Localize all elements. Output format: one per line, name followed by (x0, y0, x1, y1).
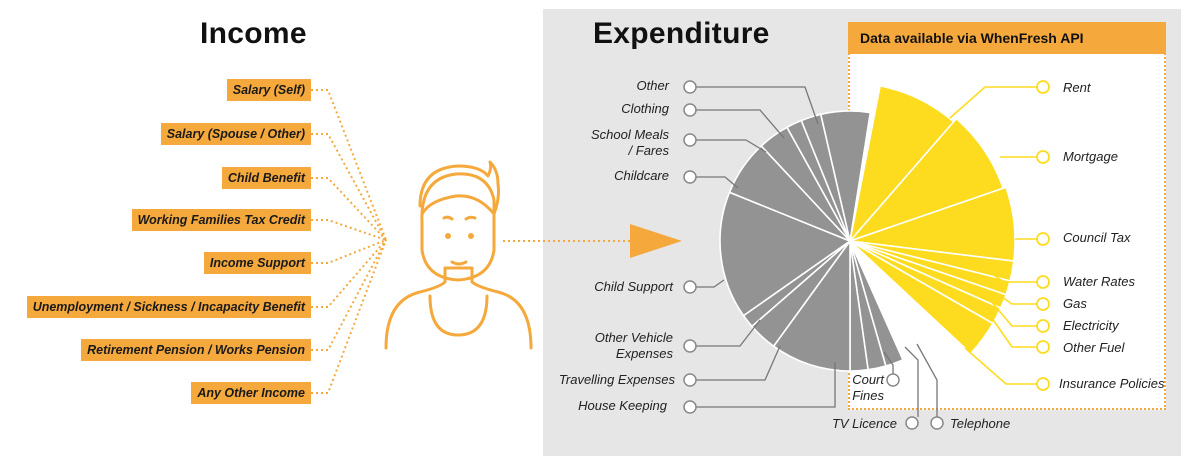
left-leader-lines (696, 86, 836, 408)
api-label-other-fuel: Other Fuel (1063, 340, 1125, 355)
income-item-other-income: Any Other Income (191, 382, 311, 404)
expense-label-travelling: Travelling Expenses (558, 372, 675, 387)
expenditure-title: Expenditure (593, 17, 770, 50)
pie-slice-house-keeping (772, 238, 851, 372)
expense-label-tv-licence: TV Licence (831, 416, 897, 431)
expense-label-telephone: Telephone (950, 416, 1011, 431)
api-leader-lines (949, 86, 1037, 385)
expense-label-housekeeping: House Keeping (578, 398, 667, 413)
expense-label-school-meals: School Meals / Fares (590, 127, 669, 158)
expense-label-other: Other (636, 78, 669, 93)
income-item-salary-self: Salary (Self) (226, 79, 311, 101)
income-connectors (311, 89, 387, 394)
api-label-markers (1036, 80, 1050, 391)
bottom-leader-lines (883, 343, 938, 417)
income-item-salary-spouse: Salary (Spouse / Other) (160, 123, 311, 145)
pie-slice-child-support (719, 191, 852, 317)
income-item-child-benefit: Child Benefit (221, 167, 311, 189)
api-label-mortgage: Mortgage (1063, 149, 1118, 164)
api-label-electricity: Electricity (1063, 318, 1119, 333)
income-item-unemployment: Unemployment / Sickness / Incapacity Ben… (26, 296, 311, 318)
expenditure-pie (719, 84, 1016, 372)
income-item-tax-credit: Working Families Tax Credit (131, 209, 311, 231)
expense-label-child-support: Child Support (594, 279, 673, 294)
expense-label-clothing: Clothing (621, 101, 669, 116)
expense-label-court-fines: Court Fines (852, 372, 884, 403)
income-item-income-support: Income Support (203, 252, 311, 274)
income-item-pension: Retirement Pension / Works Pension (81, 339, 311, 361)
person-icon (384, 160, 533, 350)
api-label-water-rates: Water Rates (1063, 274, 1136, 289)
arrow-right-icon (630, 224, 682, 258)
expense-label-vehicle: Other Vehicle Expenses (594, 330, 673, 361)
api-banner: Data available via WhenFresh API (848, 22, 1166, 54)
income-title: Income (200, 17, 307, 50)
pie-slice-mortgage (847, 117, 1005, 243)
api-label-rent: Rent (1063, 80, 1091, 95)
api-label-council-tax: Council Tax (1063, 230, 1131, 245)
pie-slice-other (819, 110, 872, 242)
expense-label-childcare: Childcare (614, 168, 669, 183)
left-label-markers (683, 80, 944, 430)
api-label-insurance: Insurance Policies (1059, 376, 1165, 391)
api-label-gas: Gas (1063, 296, 1087, 311)
